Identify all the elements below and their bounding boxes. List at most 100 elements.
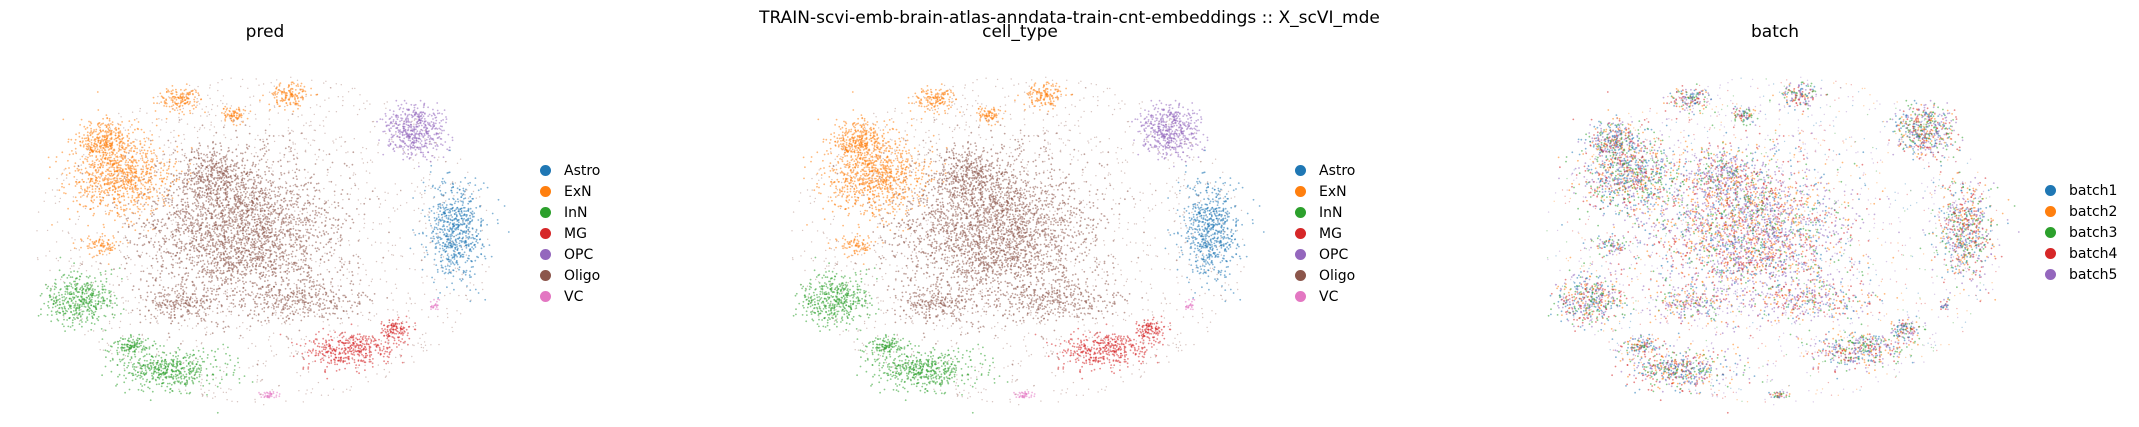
scatter-point bbox=[240, 222, 243, 225]
scatter-point bbox=[374, 187, 376, 189]
scatter-point bbox=[234, 305, 237, 308]
scatter-point bbox=[422, 347, 425, 349]
scatter-point bbox=[230, 287, 232, 290]
scatter-point bbox=[197, 136, 199, 139]
scatter-point bbox=[306, 275, 308, 278]
scatter-point bbox=[219, 158, 222, 161]
scatter-point bbox=[166, 339, 168, 341]
scatter-point bbox=[263, 240, 266, 243]
scatter-point bbox=[152, 225, 155, 227]
scatter-point bbox=[254, 398, 256, 401]
scatter-point bbox=[194, 290, 196, 292]
scatter-point bbox=[287, 218, 289, 221]
scatter-point bbox=[334, 206, 337, 209]
scatter-point bbox=[286, 308, 289, 310]
scatter-point bbox=[332, 140, 334, 142]
scatter-point bbox=[247, 187, 250, 190]
scatter-point bbox=[211, 280, 213, 282]
scatter-point bbox=[118, 351, 121, 353]
scatter-point bbox=[173, 129, 175, 132]
scatter-point bbox=[175, 169, 178, 172]
scatter-point bbox=[161, 263, 164, 266]
scatter-point bbox=[140, 296, 142, 299]
scatter-point bbox=[266, 206, 268, 209]
scatter-point bbox=[242, 276, 244, 279]
scatter-point bbox=[190, 236, 193, 239]
scatter-point bbox=[274, 281, 277, 284]
scatter-point bbox=[279, 255, 282, 258]
scatter-point bbox=[273, 202, 276, 204]
scatter-point bbox=[182, 191, 184, 194]
scatter-point bbox=[266, 238, 269, 241]
scatter-point bbox=[282, 228, 285, 231]
scatter-point bbox=[296, 193, 298, 196]
scatter-point bbox=[274, 193, 276, 196]
scatter-point bbox=[204, 248, 206, 251]
scatter-point bbox=[247, 227, 250, 229]
scatter-point bbox=[194, 193, 197, 196]
scatter-point bbox=[204, 226, 207, 228]
scatter-point bbox=[386, 297, 389, 299]
scatter-point bbox=[281, 263, 284, 266]
scatter-point bbox=[314, 221, 316, 224]
scatter-point bbox=[287, 208, 290, 211]
scatter-point bbox=[284, 187, 287, 189]
scatter-point bbox=[333, 232, 335, 234]
scatter-point bbox=[210, 216, 213, 219]
scatter-point bbox=[199, 194, 202, 197]
scatter-point bbox=[209, 195, 212, 198]
scatter-point bbox=[139, 149, 141, 151]
scatter-point bbox=[286, 213, 288, 215]
scatter-point bbox=[339, 136, 341, 139]
scatter-point bbox=[198, 232, 201, 234]
scatter-point bbox=[204, 184, 207, 187]
scatter-point bbox=[186, 226, 189, 229]
scatter-point bbox=[269, 246, 271, 248]
scatter-point bbox=[116, 190, 119, 193]
scatter-point bbox=[178, 238, 181, 241]
scatter-point bbox=[185, 207, 187, 209]
scatter-point bbox=[305, 246, 308, 248]
scatter-point bbox=[186, 309, 189, 311]
scatter-point bbox=[79, 256, 81, 258]
scatter-point bbox=[254, 259, 257, 262]
scatter-point bbox=[329, 166, 332, 168]
scatter-point bbox=[235, 195, 238, 198]
scatter-point bbox=[216, 179, 219, 182]
scatter-point bbox=[205, 172, 208, 175]
scatter-point bbox=[262, 192, 264, 195]
scatter-point bbox=[288, 216, 291, 219]
scatter-point bbox=[213, 228, 216, 231]
scatter-point bbox=[193, 283, 195, 286]
scatter-point bbox=[232, 227, 235, 230]
scatter-point bbox=[208, 180, 211, 182]
scatter-point bbox=[233, 163, 236, 166]
scatter-point bbox=[210, 156, 213, 159]
scatter-point bbox=[238, 337, 241, 340]
scatter-point bbox=[226, 261, 229, 264]
scatter-point bbox=[460, 313, 462, 315]
scatter-point bbox=[193, 256, 195, 259]
scatter-point bbox=[268, 134, 271, 137]
scatter-point bbox=[195, 325, 198, 327]
scatter-point bbox=[272, 135, 275, 137]
scatter-point bbox=[298, 229, 301, 232]
scatter-point bbox=[218, 167, 221, 169]
scatter-point bbox=[230, 389, 232, 391]
scatter-point bbox=[164, 235, 167, 237]
scatter-point bbox=[109, 128, 112, 130]
scatter-point bbox=[180, 283, 182, 285]
scatter-point bbox=[302, 311, 304, 313]
scatter-point bbox=[129, 240, 132, 242]
scatter-point bbox=[226, 253, 229, 256]
scatter-point bbox=[172, 264, 174, 267]
scatter-point bbox=[232, 224, 235, 226]
scatter-point bbox=[261, 207, 263, 210]
scatter-point bbox=[137, 366, 139, 368]
scatter-point bbox=[263, 226, 266, 229]
scatter-point bbox=[165, 267, 168, 270]
scatter-point bbox=[267, 248, 270, 251]
scatter-point bbox=[281, 323, 283, 325]
scatter-point bbox=[193, 225, 195, 228]
scatter-point bbox=[305, 138, 307, 140]
